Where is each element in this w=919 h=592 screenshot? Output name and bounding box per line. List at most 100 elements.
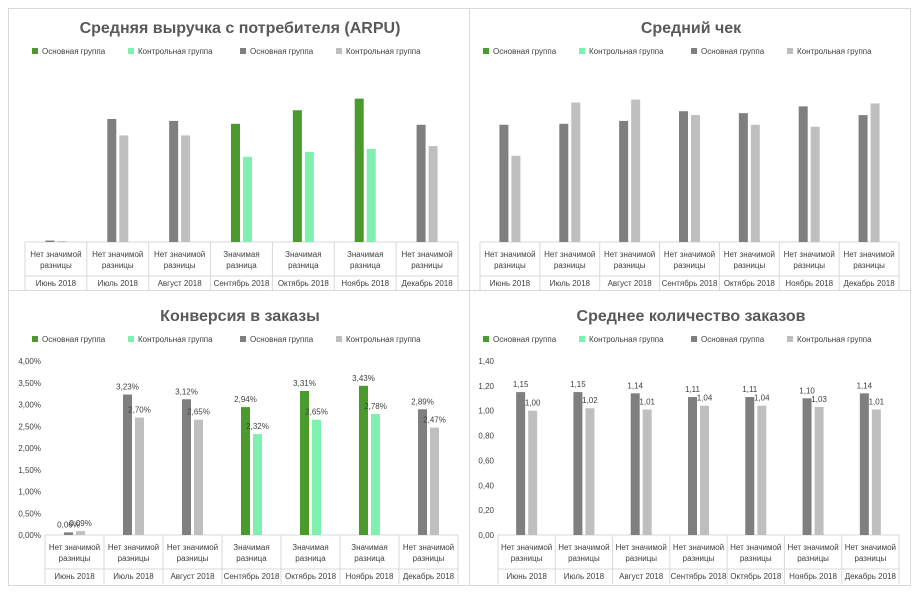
bar-control — [757, 405, 767, 535]
y-tick-label: 3,50% — [18, 379, 41, 388]
data-label: 2,32% — [246, 422, 269, 431]
legend-label: Основная группа — [493, 335, 557, 344]
legend-swatch — [336, 48, 342, 54]
y-tick-label: 0,00 — [478, 531, 494, 540]
x-group-label: Октябрь 2018 — [285, 572, 337, 581]
data-label: 1,14 — [627, 381, 643, 390]
x-group-label: Август 2018 — [170, 572, 215, 581]
chart-title: Средний чек — [641, 20, 742, 37]
bar-main — [292, 110, 302, 242]
legend-swatch — [787, 48, 793, 54]
x-category-label: разницы — [40, 261, 72, 270]
bar-control — [428, 146, 438, 242]
bar-control — [691, 115, 700, 242]
x-group-label: Июль 2018 — [550, 279, 591, 288]
x-category-label: Значимая — [292, 543, 328, 552]
data-label: 3,31% — [293, 379, 316, 388]
legend-swatch — [32, 336, 38, 342]
x-category-label: Значимая — [351, 543, 387, 552]
x-group-label: Декабрь 2018 — [845, 572, 897, 581]
bar-main — [354, 98, 364, 242]
bar-control — [871, 409, 881, 535]
x-category-label: разницы — [118, 554, 150, 563]
bar-main — [418, 409, 427, 535]
x-category-label: Нет значимой — [616, 543, 667, 552]
x-group-label: Июнь 2018 — [54, 572, 95, 581]
legend-entry: Контрольная группа — [128, 335, 213, 344]
data-label: 2,65% — [187, 408, 210, 417]
x-category-label: разница — [226, 261, 257, 270]
y-tick-label: 1,00 — [478, 407, 494, 416]
legend-entry: Контрольная группа — [336, 335, 421, 344]
x-group-label: Ноябрь 2018 — [341, 279, 389, 288]
bar-main — [679, 111, 688, 242]
legend-label: Контрольная группа — [138, 47, 213, 56]
bar-control — [371, 414, 380, 535]
bar-main — [123, 394, 132, 535]
data-label: 1,03 — [811, 395, 827, 404]
bar-control — [585, 408, 595, 535]
bar-control — [135, 417, 144, 535]
legend-entry: Контрольная группа — [336, 47, 421, 56]
bar-main — [499, 124, 509, 242]
legend-label: Основная группа — [701, 47, 765, 56]
y-tick-label: 0,80 — [478, 432, 494, 441]
data-label: 3,23% — [116, 382, 139, 391]
x-group-label: Октябрь 2018 — [724, 279, 776, 288]
x-group-label: Июнь 2018 — [36, 279, 77, 288]
legend-swatch — [128, 48, 134, 54]
legend-label: Контрольная группа — [346, 47, 421, 56]
x-category-label: разница — [288, 261, 319, 270]
x-category-label: разницы — [740, 554, 772, 563]
x-category-label: разницы — [164, 261, 196, 270]
x-group-label: Ноябрь 2018 — [785, 279, 833, 288]
legend-label: Контрольная группа — [797, 335, 872, 344]
x-category-label: разница — [350, 261, 381, 270]
legend-swatch — [240, 48, 246, 54]
x-category-label: разницы — [511, 554, 543, 563]
y-tick-label: 1,50% — [18, 466, 41, 475]
x-category-label: Нет значимой — [845, 543, 896, 552]
bar-control — [181, 135, 191, 242]
x-category-label: Нет значимой — [544, 250, 595, 259]
x-group-label: Декабрь 2018 — [843, 279, 895, 288]
x-category-label: Нет значимой — [92, 250, 143, 259]
x-category-label: разницы — [674, 261, 706, 270]
x-group-label: Сентябрь 2018 — [671, 572, 727, 581]
legend-swatch — [579, 48, 585, 54]
x-group-label: Июль 2018 — [113, 572, 154, 581]
bar-main — [559, 123, 569, 242]
chart-panel-orders: Среднее количество заказов Основная групп… — [469, 290, 911, 586]
data-label: 1,11 — [685, 385, 701, 394]
x-group-label: Август 2018 — [608, 279, 653, 288]
legend-entry: Контрольная группа — [579, 335, 664, 344]
legend-swatch — [691, 336, 697, 342]
x-group-label: Декабрь 2018 — [403, 572, 455, 581]
x-category-label: разница — [236, 554, 267, 563]
legend-entry: Основная группа — [240, 335, 314, 344]
bar-main — [107, 118, 117, 242]
bar-main — [516, 392, 526, 535]
legend-swatch — [336, 336, 342, 342]
bar-main — [241, 407, 250, 535]
chart-panel-average-check: Средний чек Основная группа Контрольная гр… — [469, 8, 911, 291]
bar-main — [64, 532, 73, 535]
data-label: 0,09% — [69, 519, 92, 528]
x-category-label: разница — [295, 554, 326, 563]
x-group-label: Ноябрь 2018 — [789, 572, 837, 581]
x-category-label: разницы — [853, 261, 885, 270]
bar-control — [750, 124, 760, 242]
legend-entry: Основная группа — [691, 335, 765, 344]
legend-entry: Контрольная группа — [787, 335, 872, 344]
bar-main — [573, 392, 583, 535]
bar-control — [366, 149, 376, 242]
x-category-label: разницы — [793, 261, 825, 270]
chart-panel-conversion: Конверсия в заказы Основная группа Контрол… — [8, 290, 470, 586]
x-category-label: разницы — [554, 261, 586, 270]
bar-control — [194, 419, 203, 535]
legend-entry: Основная группа — [32, 335, 106, 344]
bar-control — [700, 405, 709, 535]
legend-label: Контрольная группа — [589, 47, 664, 56]
data-label: 0,06% — [57, 520, 80, 529]
legend-entry: Контрольная группа — [579, 47, 664, 56]
